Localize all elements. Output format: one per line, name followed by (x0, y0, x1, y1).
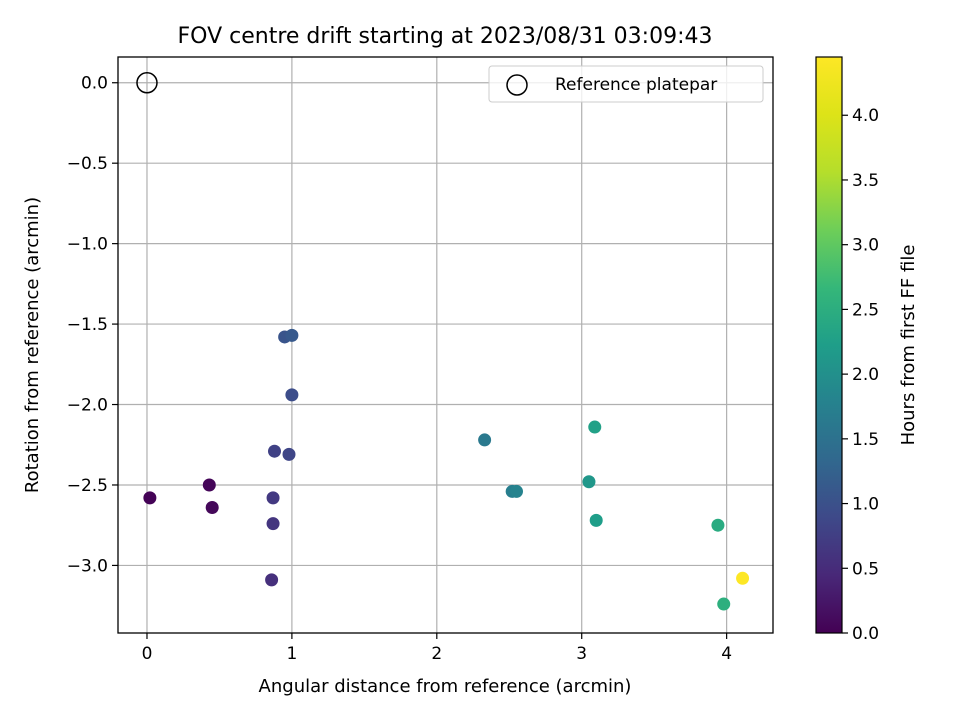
legend-marker-hollow-circle (506, 74, 528, 96)
legend: Reference platepar (488, 65, 764, 103)
colorbar-tick-label: 1.0 (852, 495, 879, 515)
data-point (717, 597, 731, 611)
x-tick-label: 1 (286, 644, 297, 664)
data-points (143, 328, 750, 611)
colorbar-ticks: 0.0 0.5 1.0 1.5 2.0 2.5 3.0 3.5 4.0 (842, 106, 879, 644)
data-point (143, 491, 157, 505)
y-tick-label: −2.5 (67, 476, 108, 496)
colorbar-gradient (815, 56, 843, 634)
colorbar-tick-label: 2.0 (852, 365, 879, 385)
y-tick-label: −3.0 (67, 556, 108, 576)
x-tick-label: 4 (721, 644, 732, 664)
legend-entry: Reference platepar (555, 75, 717, 95)
x-axis-ticks: 0 1 2 3 4 (142, 633, 732, 664)
colorbar-tick-label: 3.5 (852, 171, 879, 191)
data-point (265, 573, 279, 587)
reference-platepar-marker (136, 71, 158, 94)
x-tick-label: 0 (142, 644, 153, 664)
reference-marker (136, 71, 158, 94)
data-point (268, 444, 282, 458)
data-point (478, 433, 492, 447)
data-point (285, 328, 299, 342)
colorbar-tick-label: 4.0 (852, 106, 879, 126)
data-point (266, 491, 280, 505)
data-point (588, 420, 602, 434)
x-axis-label: Angular distance from reference (arcmin) (259, 676, 632, 697)
data-point (205, 501, 219, 515)
y-tick-label: −0.5 (67, 154, 108, 174)
data-point (589, 513, 603, 527)
colorbar-tick-label: 0.5 (852, 559, 879, 579)
chart-title: FOV centre drift starting at 2023/08/31 … (178, 24, 713, 49)
colorbar-tick-label: 1.5 (852, 430, 879, 450)
colorbar-tick-label: 0.0 (852, 624, 879, 644)
data-point (282, 447, 296, 461)
colorbar-label: Hours from first FF file (898, 245, 919, 446)
data-point (285, 388, 299, 402)
x-tick-label: 3 (576, 644, 587, 664)
y-axis-label: Rotation from reference (arcmin) (22, 197, 43, 493)
data-point (736, 571, 750, 585)
y-tick-label: 0.0 (81, 74, 108, 94)
colorbar: 0.0 0.5 1.0 1.5 2.0 2.5 3.0 3.5 4.0 Hours from f… (815, 56, 919, 644)
data-point (202, 478, 216, 492)
y-tick-label: −2.0 (67, 396, 108, 416)
colorbar-tick-label: 2.5 (852, 300, 879, 320)
y-tick-label: −1.0 (67, 235, 108, 255)
colorbar-tick-label: 3.0 (852, 236, 879, 256)
y-axis-ticks: 0.0 −0.5 −1.0 −1.5 −2.0 −2.5 −3.0 (67, 74, 118, 576)
plot-frame (117, 56, 774, 634)
data-point (711, 518, 725, 532)
data-point (510, 484, 524, 498)
grid-lines (118, 57, 773, 633)
legend-box (488, 65, 764, 103)
y-tick-label: −1.5 (67, 315, 108, 335)
data-point (582, 475, 596, 489)
x-tick-label: 2 (431, 644, 442, 664)
data-point (266, 517, 280, 531)
